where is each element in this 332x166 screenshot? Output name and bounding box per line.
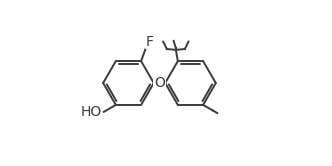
Text: HO: HO (81, 105, 102, 119)
Text: O: O (154, 76, 165, 90)
Text: F: F (146, 35, 154, 49)
